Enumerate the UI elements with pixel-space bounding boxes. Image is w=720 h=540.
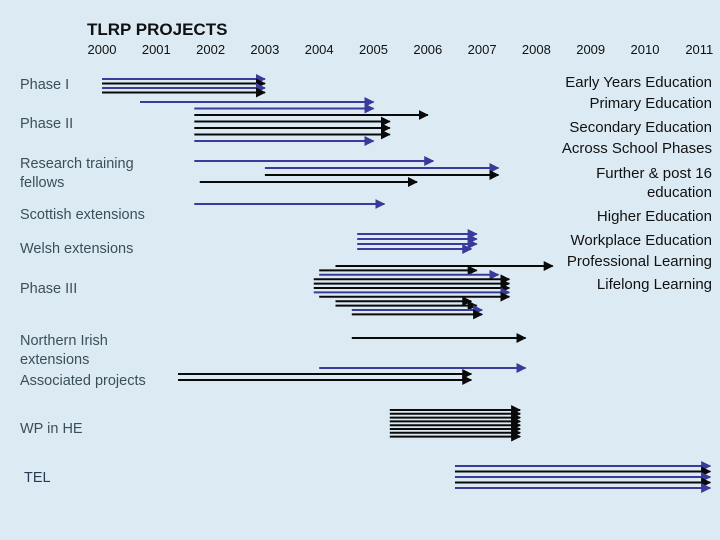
year-label-2001: 2001 [141, 42, 171, 57]
row-label-phase-2: Phase II [20, 116, 74, 132]
year-label-2008: 2008 [521, 42, 551, 57]
row-label-welsh-extensions: Welsh extensions [20, 241, 134, 257]
year-label-2002: 2002 [196, 42, 226, 57]
row-label-northern-irish-extensions: Northern Irish extensions [20, 333, 108, 368]
sector-across-school-phases: Across School Phases [561, 140, 712, 157]
year-label-2011: 2011 [685, 42, 714, 57]
page-title: TLRP PROJECTS [87, 20, 228, 39]
sector-further-post-16-cont: education [646, 184, 712, 201]
year-label-2010: 2010 [630, 42, 660, 57]
year-label-2007: 2007 [467, 42, 497, 57]
row-label-research-training-fellows: Research training fellows [20, 156, 134, 191]
sector-workplace: Workplace Education [570, 232, 712, 249]
sector-higher-education: Higher Education [596, 208, 712, 225]
row-label-phase-3: Phase III [20, 281, 78, 297]
sector-early-years: Early Years Education [565, 74, 712, 91]
sector-lifelong-learning: Lifelong Learning [596, 276, 712, 293]
sector-secondary: Secondary Education [569, 119, 712, 136]
year-label-2005: 2005 [359, 42, 388, 57]
row-label-associated-projects: Associated projects [20, 373, 146, 389]
year-label-2000: 2000 [87, 42, 117, 57]
row-label-wp-in-he: WP in HE [20, 421, 83, 437]
year-label-2009: 2009 [576, 42, 606, 57]
sector-further-post-16: Further & post 16 [596, 165, 712, 182]
sector-primary: Primary Education [589, 95, 712, 112]
row-label-phase-1: Phase I [20, 77, 70, 93]
year-label-2006: 2006 [413, 42, 443, 57]
row-label-tel: TEL [24, 470, 51, 486]
row-label-scottish-extensions: Scottish extensions [20, 207, 145, 223]
sector-professional-learning: Professional Learning [566, 253, 712, 270]
year-label-2004: 2004 [304, 42, 334, 57]
year-label-2003: 2003 [250, 42, 280, 57]
